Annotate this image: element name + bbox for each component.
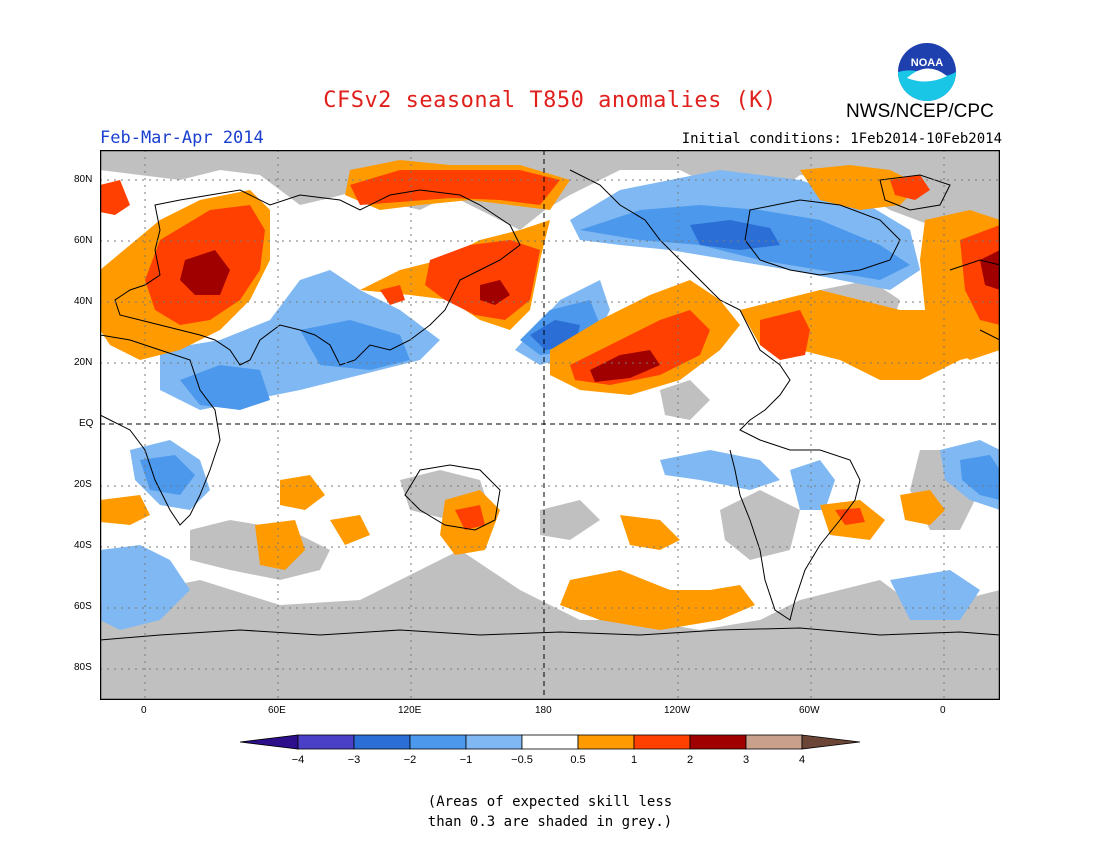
lon-label: 0 bbox=[940, 705, 946, 716]
anomaly-map bbox=[100, 150, 1000, 700]
color-legend: −4 −3 −2 −1 −0.5 0.5 1 2 3 4 bbox=[240, 734, 860, 766]
noaa-logo: NOAA bbox=[898, 43, 956, 101]
lat-label: 60N bbox=[74, 235, 93, 246]
lat-lon-grid bbox=[100, 150, 1000, 700]
legend-tick-label: 2 bbox=[687, 754, 693, 766]
legend-arrow-high bbox=[801, 734, 860, 750]
lat-label: EQ bbox=[79, 418, 94, 429]
lon-label: 180 bbox=[535, 705, 552, 716]
lat-label: 20S bbox=[74, 479, 92, 490]
initial-conditions-label: Initial conditions: 1Feb2014-10Feb2014 bbox=[681, 131, 1002, 147]
legend-tick-label: −1 bbox=[460, 754, 473, 766]
lon-label: 120E bbox=[398, 705, 422, 716]
season-label: Feb-Mar-Apr 2014 bbox=[100, 128, 264, 148]
lat-label: 40S bbox=[74, 540, 92, 551]
skill-note: (Areas of expected skill less than 0.3 a… bbox=[0, 792, 1100, 832]
legend-tick-label: −0.5 bbox=[511, 754, 533, 766]
legend-color-box bbox=[577, 734, 635, 750]
skill-note-line: (Areas of expected skill less bbox=[427, 794, 673, 810]
legend-color-box bbox=[521, 734, 579, 750]
legend-color-box bbox=[297, 734, 355, 750]
lat-label: 60S bbox=[74, 601, 92, 612]
legend-color-box bbox=[689, 734, 747, 750]
legend-tick-label: 0.5 bbox=[570, 754, 585, 766]
warm-anomaly-dark bbox=[180, 250, 1000, 382]
lat-label: 80S bbox=[74, 662, 92, 673]
legend-tick-label: −2 bbox=[404, 754, 417, 766]
lat-label: 20N bbox=[74, 357, 93, 368]
legend-color-box bbox=[465, 734, 523, 750]
legend-color-boxes bbox=[240, 734, 860, 750]
legend-color-box bbox=[353, 734, 411, 750]
lon-label: 60W bbox=[799, 705, 820, 716]
legend-tick-label: 1 bbox=[631, 754, 637, 766]
lon-label: 120W bbox=[664, 705, 691, 716]
legend-color-box bbox=[633, 734, 691, 750]
lon-label: 0 bbox=[141, 705, 147, 716]
legend-tick-label: −4 bbox=[292, 754, 305, 766]
coastlines bbox=[100, 169, 1000, 641]
skill-note-line: than 0.3 are shaded in grey.) bbox=[427, 814, 673, 830]
legend-tick-label: −3 bbox=[348, 754, 361, 766]
legend-color-box bbox=[409, 734, 467, 750]
map-frame bbox=[100, 150, 1000, 700]
legend-tick-labels: −4 −3 −2 −1 −0.5 0.5 1 2 3 4 bbox=[292, 754, 805, 766]
legend-tick-label: 3 bbox=[743, 754, 749, 766]
organization-label: NWS/NCEP/CPC bbox=[846, 101, 994, 122]
map-title: CFSv2 seasonal T850 anomalies (K) bbox=[323, 88, 777, 113]
logo-text: NOAA bbox=[911, 57, 943, 69]
warm-anomaly-mid bbox=[100, 170, 1000, 530]
lon-label: 60E bbox=[268, 705, 286, 716]
lat-label: 80N bbox=[74, 174, 93, 185]
legend-color-box bbox=[745, 734, 803, 750]
lat-label: 40N bbox=[74, 296, 93, 307]
legend-tick-label: 4 bbox=[799, 754, 805, 766]
legend-arrow-low bbox=[240, 734, 299, 750]
